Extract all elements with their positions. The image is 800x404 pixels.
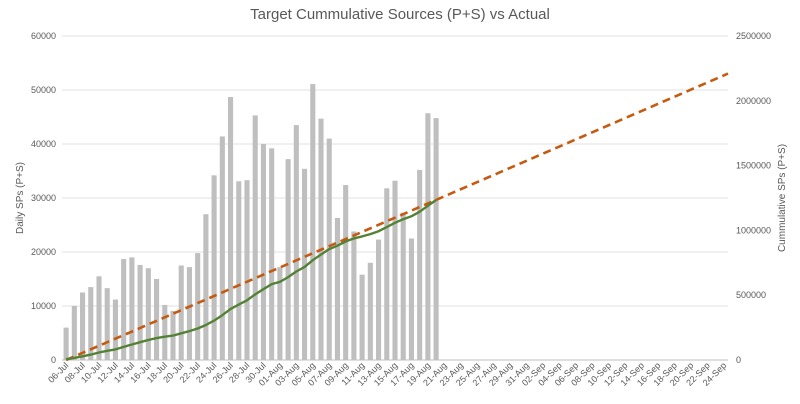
- y-left-tick-label: 20000: [31, 247, 56, 257]
- actual-cumulative-line: [65, 199, 437, 361]
- bar: [80, 292, 86, 360]
- y-right-tick-label: 0: [736, 355, 741, 365]
- y-left-tick-label: 40000: [31, 139, 56, 149]
- y-left-tick-label: 50000: [31, 85, 56, 95]
- y-right-tick-label: 1500000: [736, 161, 771, 171]
- bar: [400, 212, 406, 360]
- bar: [244, 180, 250, 360]
- left-axis-title: Daily SPs (P+S): [15, 162, 26, 234]
- bar: [351, 231, 357, 360]
- x-axis-ticks: 06-Jul08-Jul10-Jul12-Jul14-Jul16-Jul18-J…: [46, 360, 728, 388]
- lines: [65, 72, 729, 362]
- y-right-tick-label: 500000: [736, 290, 766, 300]
- bar: [63, 327, 69, 360]
- bar: [211, 175, 217, 360]
- bar: [178, 265, 184, 360]
- bar: [269, 148, 275, 360]
- bar: [318, 118, 324, 361]
- chart-title: Target Cummulative Sources (P+S) vs Actu…: [250, 6, 550, 23]
- bar: [359, 274, 365, 360]
- bar: [104, 288, 110, 360]
- right-axis-title: Cummulative SPs (P+S): [777, 144, 788, 252]
- bar: [96, 276, 102, 360]
- bar: [334, 217, 340, 360]
- bar: [417, 169, 423, 360]
- y-right-tick-label: 2000000: [736, 96, 771, 106]
- bar: [343, 185, 349, 360]
- y-left-tick-label: 60000: [31, 31, 56, 41]
- bar: [384, 188, 390, 360]
- y-right-tick-label: 1000000: [736, 225, 771, 235]
- bar: [285, 159, 291, 360]
- bar: [88, 287, 94, 360]
- bar: [433, 118, 439, 360]
- bar: [137, 264, 143, 360]
- bar: [260, 144, 266, 360]
- right-axis-ticks: 0 500000 1000000 1500000 2000000 2500000: [736, 31, 771, 365]
- bar: [203, 214, 209, 360]
- bar: [252, 115, 258, 360]
- bar: [236, 181, 242, 360]
- target-cumulative-line: [65, 72, 729, 362]
- bar: [425, 113, 431, 360]
- bar: [121, 259, 127, 360]
- bar: [277, 267, 283, 360]
- bar: [392, 180, 398, 360]
- bar: [129, 257, 135, 360]
- bar: [302, 168, 308, 360]
- bar: [154, 279, 160, 360]
- bar: [367, 262, 373, 360]
- bar: [219, 136, 225, 360]
- y-left-tick-label: 10000: [31, 301, 56, 311]
- bar: [228, 97, 234, 361]
- bar: [112, 299, 118, 360]
- bar: [145, 268, 151, 360]
- bar: [293, 125, 299, 360]
- y-right-tick-label: 2500000: [736, 31, 771, 41]
- bar: [310, 84, 316, 360]
- y-left-tick-label: 0: [51, 355, 56, 365]
- y-left-tick-label: 30000: [31, 193, 56, 203]
- bar: [71, 306, 77, 360]
- left-axis-ticks: 0 10000 20000 30000 40000 50000 60000: [31, 31, 56, 365]
- bar: [376, 239, 382, 360]
- bar: [186, 267, 192, 360]
- bar: [408, 238, 414, 360]
- bar: [195, 253, 201, 360]
- bar: [162, 304, 168, 360]
